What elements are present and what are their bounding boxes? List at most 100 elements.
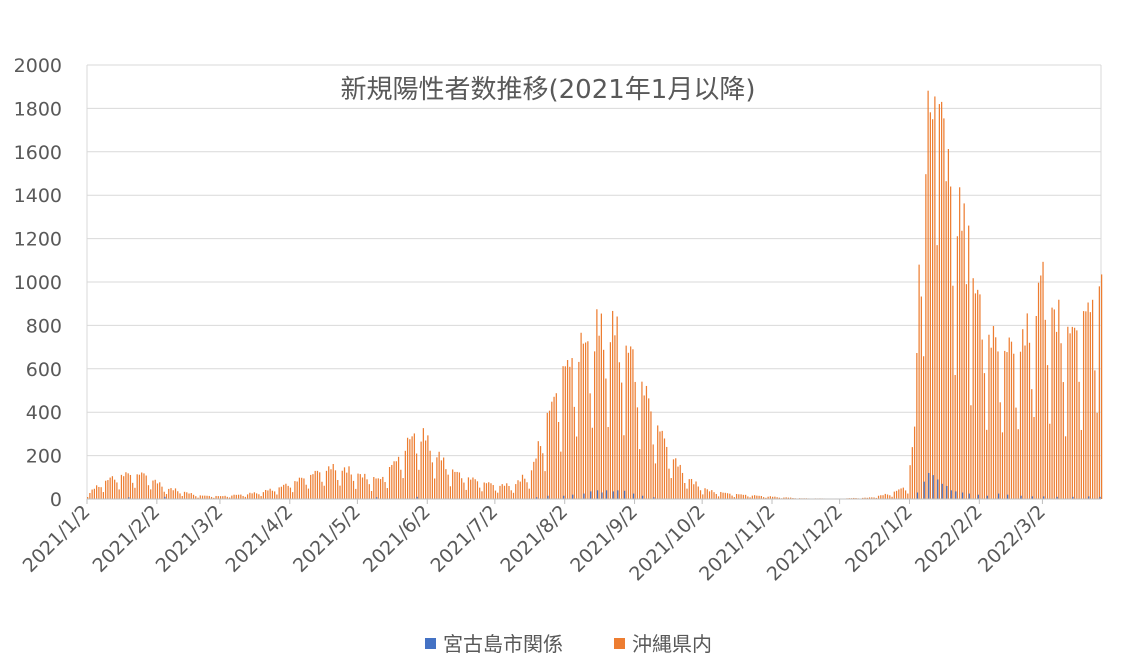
- bar-okinawa: [661, 430, 663, 499]
- bar-miyakojima: [605, 490, 608, 499]
- bar-okinawa: [666, 446, 668, 499]
- bar-okinawa: [283, 484, 285, 499]
- bar-okinawa: [916, 353, 918, 499]
- x-tick-label: 2021/6/2: [359, 501, 435, 577]
- bar-okinawa: [431, 462, 433, 499]
- bar-okinawa: [904, 490, 907, 499]
- bar-okinawa: [974, 293, 977, 499]
- bar-okinawa: [231, 495, 233, 499]
- bar-okinawa: [639, 449, 641, 499]
- y-tick-label: 400: [26, 402, 62, 424]
- bar-okinawa: [519, 481, 521, 499]
- bar-okinawa: [772, 496, 774, 499]
- bar-okinawa: [614, 335, 616, 499]
- bar-okinawa: [512, 492, 515, 499]
- bar-okinawa: [105, 480, 107, 499]
- bar-okinawa: [321, 481, 323, 499]
- bar-okinawa: [582, 343, 584, 499]
- bar-okinawa: [947, 149, 950, 500]
- y-tick-label: 800: [26, 315, 62, 337]
- bar-okinawa: [774, 496, 776, 499]
- bar-miyakojima: [416, 496, 418, 499]
- x-tick-label: 2021/8/2: [496, 501, 572, 577]
- bar-okinawa: [605, 378, 607, 499]
- bar-okinawa: [528, 488, 530, 499]
- bar-okinawa: [1051, 307, 1053, 499]
- bar-okinawa: [127, 473, 129, 499]
- bar-okinawa: [1035, 316, 1037, 499]
- bar-okinawa: [686, 488, 688, 499]
- bar-okinawa: [222, 496, 224, 499]
- bar-okinawa: [945, 181, 947, 500]
- bar-okinawa: [767, 496, 769, 499]
- bar-okinawa: [265, 489, 267, 499]
- bar-okinawa: [1044, 319, 1046, 499]
- y-tick-label: 2000: [14, 55, 62, 77]
- bar-okinawa: [476, 481, 479, 499]
- bar-okinawa: [206, 495, 208, 499]
- bar-okinawa: [467, 477, 470, 499]
- bar-okinawa: [530, 470, 533, 499]
- bar-okinawa: [314, 470, 316, 499]
- bar-okinawa: [143, 473, 145, 499]
- bar-okinawa: [341, 470, 343, 499]
- bar-okinawa: [575, 436, 578, 499]
- bar-okinawa: [882, 495, 884, 499]
- bar-okinawa: [134, 487, 136, 499]
- bar-okinawa: [138, 474, 141, 499]
- bar-okinawa: [253, 492, 255, 499]
- bar-okinawa: [557, 421, 560, 499]
- bar-okinawa: [607, 427, 609, 499]
- bar-okinawa: [938, 104, 940, 499]
- bar-okinawa: [413, 433, 415, 499]
- bar-okinawa: [744, 494, 747, 499]
- bar-okinawa: [154, 479, 156, 499]
- bar-okinawa: [310, 474, 312, 499]
- bar-okinawa: [1031, 389, 1033, 499]
- bar-miyakojima: [946, 485, 948, 499]
- bar-okinawa: [1006, 352, 1008, 499]
- bar-okinawa: [289, 487, 292, 499]
- bar-miyakojima: [536, 497, 538, 499]
- y-tick-label: 1000: [14, 272, 62, 294]
- bar-okinawa: [391, 464, 393, 499]
- y-tick-label: 0: [50, 489, 62, 511]
- bar-okinawa: [515, 484, 517, 499]
- bar-okinawa: [292, 492, 294, 499]
- bar-okinawa: [968, 225, 970, 499]
- bar-okinawa: [443, 457, 445, 499]
- bar-miyakojima: [950, 490, 952, 499]
- bar-okinawa: [591, 427, 593, 499]
- bar-okinawa: [900, 488, 902, 499]
- bar-okinawa: [481, 491, 483, 499]
- bar-okinawa: [404, 450, 406, 499]
- bar-okinawa: [713, 492, 715, 499]
- bar-okinawa: [510, 490, 512, 499]
- bar-okinawa: [298, 477, 301, 499]
- bar-miyakojima: [376, 497, 378, 499]
- bar-okinawa: [783, 497, 785, 499]
- bar-miyakojima: [632, 493, 635, 499]
- bar-okinawa: [470, 479, 472, 499]
- bar-okinawa: [434, 478, 436, 499]
- bar-okinawa: [659, 431, 661, 499]
- bar-okinawa: [163, 491, 165, 499]
- bar-okinawa: [461, 478, 463, 499]
- bar-okinawa: [871, 497, 873, 499]
- y-tick-label: 1400: [14, 185, 62, 207]
- bar-okinawa: [114, 479, 116, 499]
- bar-okinawa: [188, 493, 190, 499]
- bar-okinawa: [251, 493, 253, 499]
- bar-okinawa: [1062, 382, 1064, 499]
- bar-okinawa: [668, 468, 670, 499]
- x-axis-ticks: 2021/1/22021/2/22021/3/22021/4/22021/5/2…: [19, 499, 1050, 585]
- bar-okinawa: [375, 478, 377, 499]
- bar-okinawa: [697, 486, 699, 499]
- bar-miyakojima: [955, 491, 957, 499]
- bar-okinawa: [778, 497, 781, 499]
- bar-okinawa: [152, 480, 154, 499]
- bar-okinawa: [96, 485, 98, 499]
- bar-miyakojima: [128, 497, 130, 499]
- bar-okinawa: [204, 495, 206, 499]
- bar-okinawa: [111, 476, 114, 499]
